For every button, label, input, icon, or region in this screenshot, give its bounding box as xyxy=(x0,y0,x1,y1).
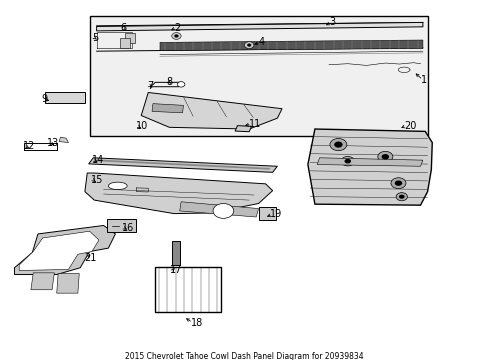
Polygon shape xyxy=(180,202,258,217)
Circle shape xyxy=(394,180,402,186)
Bar xyxy=(124,33,135,43)
FancyBboxPatch shape xyxy=(155,267,221,312)
Circle shape xyxy=(341,157,354,166)
Text: 19: 19 xyxy=(270,209,282,219)
Ellipse shape xyxy=(108,182,127,190)
Circle shape xyxy=(398,195,404,199)
Text: 16: 16 xyxy=(121,223,134,233)
Text: 6: 6 xyxy=(120,23,126,32)
Text: 17: 17 xyxy=(170,265,183,275)
Circle shape xyxy=(329,139,346,151)
Text: 20: 20 xyxy=(403,121,416,131)
Circle shape xyxy=(177,82,184,87)
Text: 2015 Chevrolet Tahoe Cowl Dash Panel Diagram for 20939834: 2015 Chevrolet Tahoe Cowl Dash Panel Dia… xyxy=(125,352,363,360)
Circle shape xyxy=(213,203,233,219)
Text: 4: 4 xyxy=(258,37,264,47)
Text: 14: 14 xyxy=(92,155,104,165)
Polygon shape xyxy=(97,22,422,31)
Text: 15: 15 xyxy=(90,175,102,185)
Circle shape xyxy=(244,42,253,49)
Circle shape xyxy=(171,32,181,39)
Text: 12: 12 xyxy=(23,141,35,151)
Polygon shape xyxy=(57,274,79,293)
Text: 2: 2 xyxy=(174,23,180,32)
Polygon shape xyxy=(85,173,272,213)
Polygon shape xyxy=(160,40,422,50)
Text: 9: 9 xyxy=(41,94,48,104)
Text: 10: 10 xyxy=(135,121,147,131)
Polygon shape xyxy=(59,137,68,143)
FancyBboxPatch shape xyxy=(258,207,276,220)
Circle shape xyxy=(377,151,392,162)
Text: 8: 8 xyxy=(166,77,172,87)
FancyBboxPatch shape xyxy=(172,241,180,265)
Text: 18: 18 xyxy=(190,318,203,328)
Circle shape xyxy=(381,154,388,159)
Text: 11: 11 xyxy=(249,119,261,129)
Polygon shape xyxy=(235,126,251,132)
Polygon shape xyxy=(31,273,54,290)
Text: 7: 7 xyxy=(147,81,153,91)
Circle shape xyxy=(390,178,405,189)
Bar xyxy=(120,39,130,48)
Text: 5: 5 xyxy=(92,33,98,42)
Polygon shape xyxy=(15,225,115,275)
FancyBboxPatch shape xyxy=(89,15,427,136)
Text: 13: 13 xyxy=(47,138,60,148)
Polygon shape xyxy=(88,158,277,172)
FancyBboxPatch shape xyxy=(45,93,85,103)
FancyBboxPatch shape xyxy=(107,219,135,232)
Polygon shape xyxy=(96,159,270,170)
Polygon shape xyxy=(141,93,282,129)
Polygon shape xyxy=(307,129,431,205)
Circle shape xyxy=(344,159,350,163)
Text: 21: 21 xyxy=(84,253,96,263)
Polygon shape xyxy=(19,231,99,270)
Polygon shape xyxy=(317,158,422,166)
Circle shape xyxy=(174,35,178,37)
Text: 1: 1 xyxy=(420,75,426,85)
Circle shape xyxy=(333,141,342,148)
Text: 3: 3 xyxy=(328,17,334,27)
Circle shape xyxy=(395,193,407,201)
Polygon shape xyxy=(152,104,183,113)
Circle shape xyxy=(247,44,250,46)
